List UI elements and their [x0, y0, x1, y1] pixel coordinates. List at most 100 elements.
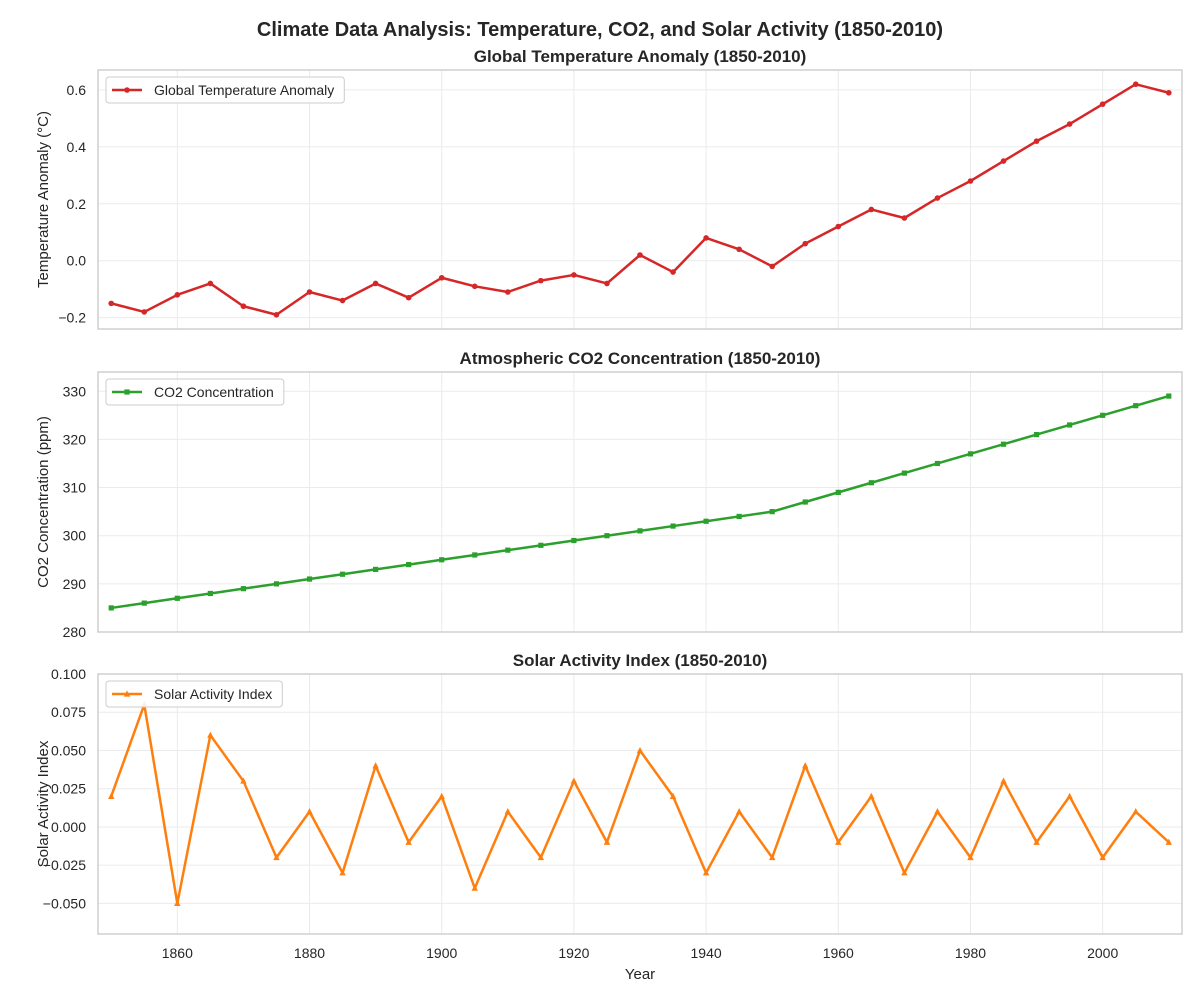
x-tick-label: 1940 [691, 945, 722, 961]
data-point [141, 309, 148, 315]
panels: Global Temperature Anomaly (1850-2010) −0… [35, 47, 1183, 983]
data-point [901, 869, 908, 876]
data-point [1066, 121, 1073, 127]
data-point [372, 762, 379, 769]
legend-label: Solar Activity Index [154, 686, 272, 702]
data-point [108, 792, 115, 799]
y-tick-label: −0.2 [58, 310, 86, 326]
legend-box [105, 378, 285, 406]
data-point [636, 746, 644, 754]
y-tick-label: 0.4 [67, 139, 87, 155]
data-point [570, 777, 578, 784]
legend-label: CO2 Concentration [154, 384, 274, 400]
data-point [538, 277, 544, 284]
data-point [967, 853, 974, 861]
y-tick-label: 0.075 [51, 704, 86, 720]
x-tick-label: 1860 [162, 945, 193, 961]
data-point [438, 274, 445, 281]
y-tick-label: 290 [63, 576, 87, 592]
data-point [802, 499, 808, 505]
figure-suptitle: Climate Data Analysis: Temperature, CO2,… [257, 19, 943, 41]
plot-frame [97, 69, 1183, 330]
data-point [207, 731, 214, 738]
data-point [373, 566, 379, 573]
data-point [835, 223, 842, 230]
x-axis-label: Year [625, 966, 655, 983]
data-point [505, 547, 511, 553]
chart-panel-1: Global Temperature Anomaly (1850-2010) −0… [35, 47, 1183, 330]
y-axis-label: CO2 Concentration (ppm) [35, 416, 52, 588]
data-point [934, 808, 941, 815]
data-point [538, 542, 544, 548]
chart-panel-3: Solar Activity Index (1850-2010) −0.050 −0… [35, 651, 1183, 983]
data-point [174, 595, 180, 601]
data-point [406, 561, 412, 568]
x-tick-label: 2000 [1087, 945, 1118, 961]
data-point [240, 586, 247, 592]
y-tick-label: 0.0 [67, 253, 87, 269]
legend: Solar Activity Index [105, 680, 283, 708]
data-point [1132, 81, 1139, 88]
x-tick-label: 1980 [955, 945, 986, 961]
data-point [339, 297, 346, 304]
data-point [471, 283, 478, 290]
data-point [868, 792, 875, 799]
data-point [835, 489, 841, 495]
legend-marker [124, 389, 130, 395]
data-point [1166, 393, 1172, 399]
x-tick-label: 1960 [823, 945, 854, 961]
data-point [306, 289, 313, 295]
data-point [1099, 853, 1106, 861]
plot-frame [97, 371, 1183, 633]
y-tick-label: 320 [63, 431, 87, 447]
data-point [637, 252, 643, 258]
data-point [670, 523, 676, 529]
data-point [835, 838, 842, 845]
data-point [1165, 89, 1172, 96]
data-point [306, 576, 313, 582]
plot-area [98, 372, 1182, 632]
data-point [1165, 838, 1172, 845]
data-point [1133, 403, 1139, 409]
y-tick-label: 300 [63, 528, 87, 544]
y-tick-label: 0.2 [67, 196, 87, 212]
data-point [1100, 412, 1106, 418]
data-point [703, 518, 709, 524]
data-point [1033, 838, 1040, 845]
y-tick-label: 280 [63, 624, 87, 640]
data-point [934, 195, 941, 201]
data-point [174, 899, 181, 907]
data-point [504, 808, 512, 815]
legend: CO2 Concentration [105, 378, 285, 406]
data-point [571, 537, 577, 544]
data-point [372, 280, 379, 287]
data-point [802, 240, 809, 247]
data-point [703, 235, 709, 241]
y-tick-label: 0.6 [67, 82, 87, 98]
data-point [471, 884, 478, 891]
plot-area [98, 674, 1182, 934]
data-point [273, 581, 280, 587]
y-tick-label: 310 [63, 480, 87, 496]
chart-panel-2: Atmospheric CO2 Concentration (1850-2010… [35, 349, 1183, 640]
data-point [1000, 158, 1007, 164]
data-point [207, 280, 214, 287]
data-point [306, 808, 313, 815]
legend-marker [124, 87, 130, 93]
plot-frame [97, 673, 1183, 935]
panel-title: Solar Activity Index (1850-2010) [513, 651, 768, 670]
data-point [604, 280, 610, 287]
data-point [273, 311, 280, 318]
data-point [339, 869, 346, 876]
data-point [637, 528, 643, 534]
data-point [207, 590, 213, 597]
data-point [438, 792, 445, 799]
data-point [868, 480, 874, 486]
x-tick-label: 1920 [558, 945, 589, 961]
data-point [1033, 138, 1040, 144]
data-point [174, 292, 181, 298]
data-point [405, 838, 412, 845]
data-point [1066, 792, 1073, 799]
data-point [141, 600, 147, 606]
